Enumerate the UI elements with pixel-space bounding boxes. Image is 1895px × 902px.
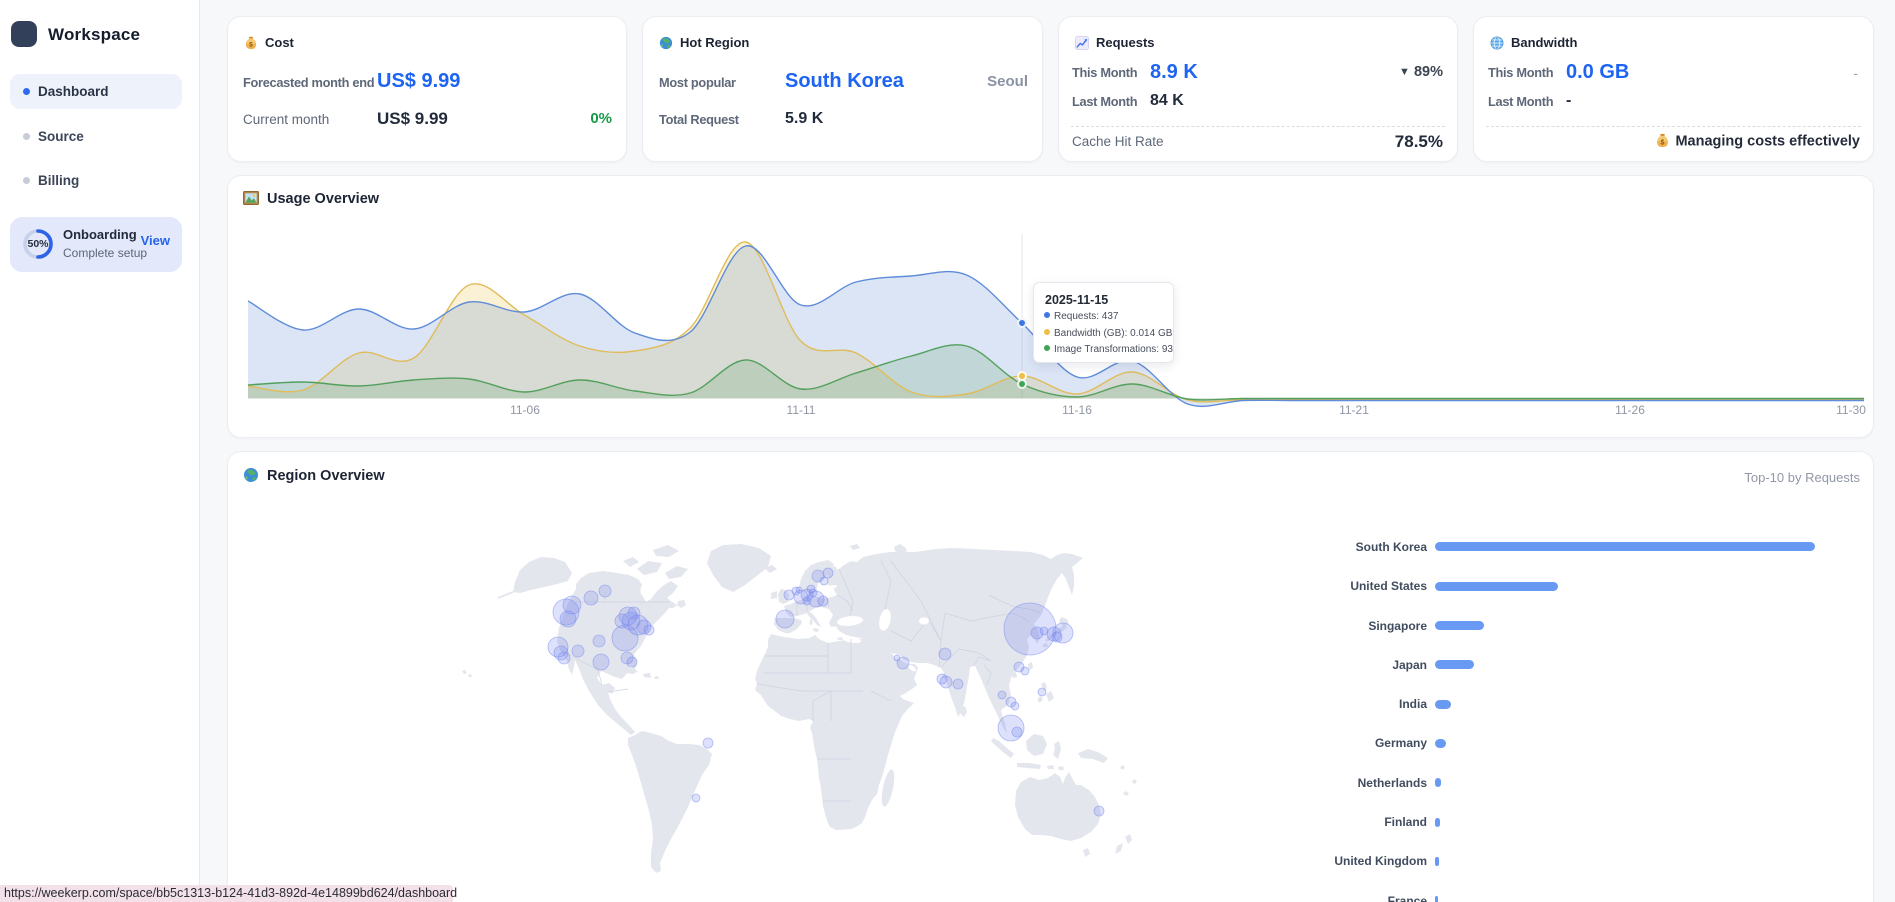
svg-text:$: $ (249, 41, 253, 48)
svg-text:$: $ (1661, 139, 1665, 146)
